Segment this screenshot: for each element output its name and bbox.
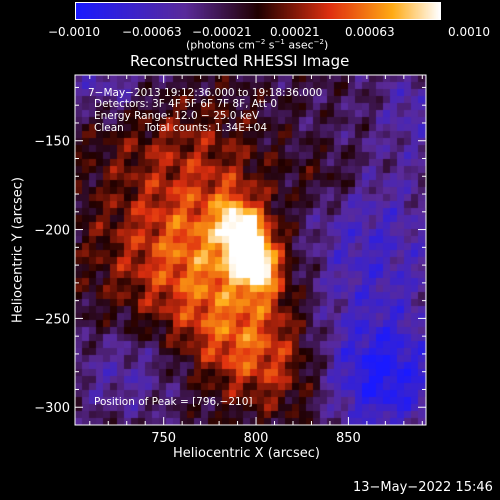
overlay-time-range: 7−May−2013 19:12:36.000 to 19:18:36.000 [88, 87, 323, 99]
y-tick-label: −300 [34, 401, 70, 416]
overlay-total-counts: Total counts: 1.34E+04 [145, 122, 268, 134]
colorbar-tick-label: 0.00063 [345, 25, 395, 39]
y-axis-label: Heliocentric Y (arcsec) [10, 177, 26, 323]
overlay-energy-range: Energy Range: 12.0 − 25.0 keV [94, 110, 260, 122]
heatmap-image [75, 75, 426, 425]
colorbar-tick-label: −0.00063 [122, 25, 182, 39]
plot-frame [74, 74, 427, 426]
overlay-clean-label: Clean [94, 122, 124, 134]
x-tick-label: 850 [336, 431, 361, 446]
y-tick-label: −250 [34, 312, 70, 327]
colorbar-tick-label: 0.0010 [448, 25, 490, 39]
colorbar-tick-label: 0.00021 [270, 25, 320, 39]
colorbar [75, 2, 441, 20]
overlay-detectors: Detectors: 3F 4F 5F 6F 7F 8F, Att 0 [94, 98, 278, 110]
overlay-peak-position: Position of Peak = [796,−210] [94, 396, 253, 408]
colorbar-units: (photons cm−2 s−1 asec−2) [186, 38, 329, 52]
y-tick-label: −200 [34, 224, 70, 239]
x-tick-label: 750 [151, 431, 176, 446]
footer-timestamp: 13−May−2022 15:46 [353, 480, 493, 495]
colorbar-tick-label: −0.00021 [192, 25, 252, 39]
chart-title: Reconstructed RHESSI Image [130, 52, 350, 70]
y-tick-label: −150 [34, 135, 70, 150]
x-axis-label: Heliocentric X (arcsec) [173, 446, 320, 461]
colorbar-tick-label: −0.0010 [48, 25, 101, 39]
x-tick-label: 800 [244, 431, 269, 446]
